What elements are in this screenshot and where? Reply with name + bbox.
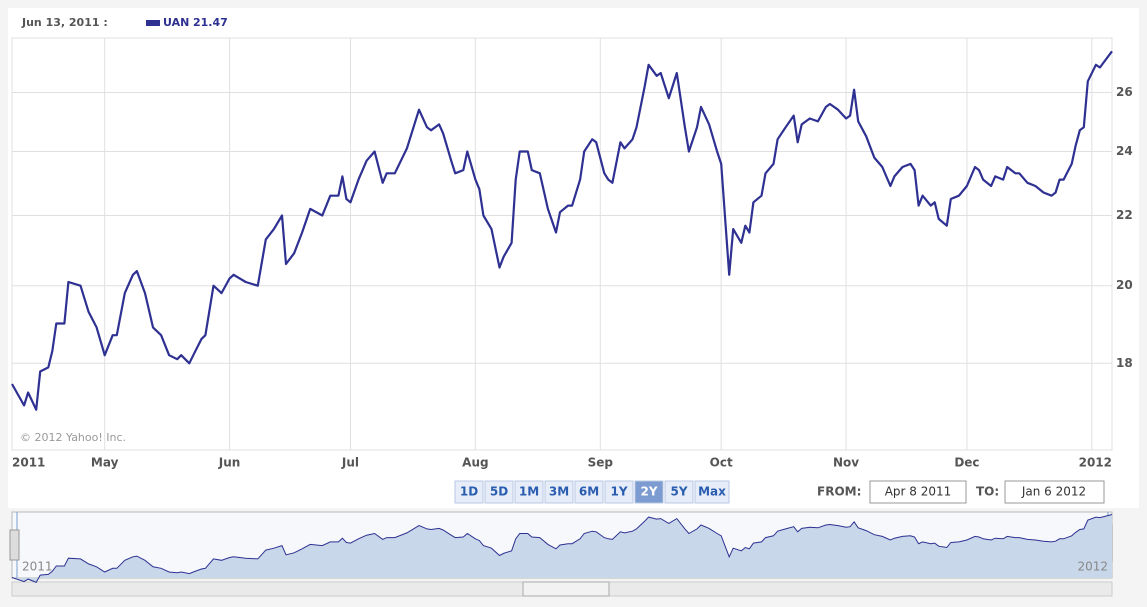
x-tick-label: Nov xyxy=(833,456,859,470)
range-button[interactable] xyxy=(544,480,574,504)
range-button[interactable] xyxy=(694,480,730,504)
range-button[interactable] xyxy=(484,480,514,504)
y-tick-label: 20 xyxy=(1116,278,1133,292)
range-button[interactable] xyxy=(574,480,604,504)
range-button[interactable] xyxy=(604,480,634,504)
range-button-label: 5Y xyxy=(670,485,687,499)
to-label: TO: xyxy=(976,485,999,499)
x-tick-label: Sep xyxy=(588,456,614,470)
to-input[interactable] xyxy=(1004,480,1105,504)
range-button-label: Max xyxy=(698,485,726,499)
x-tick-label: Jul xyxy=(341,456,359,470)
scrollbar-thumb[interactable] xyxy=(522,581,610,597)
panel xyxy=(8,8,1139,508)
range-button[interactable] xyxy=(514,480,544,504)
price-line xyxy=(11,50,1113,411)
navigator-left-handle[interactable] xyxy=(9,529,20,561)
legend-name: UAN xyxy=(163,16,189,29)
x-tick-label: Aug xyxy=(462,456,488,470)
y-tick-label: 26 xyxy=(1116,85,1133,99)
y-tick-label: 22 xyxy=(1116,208,1133,222)
legend-value: 21.47 xyxy=(193,16,228,29)
navigator-end-label: 2012 xyxy=(1077,560,1108,574)
range-button[interactable] xyxy=(664,480,694,504)
navigator-line xyxy=(11,514,1113,584)
x-tick-label: 2011 xyxy=(12,456,45,470)
from-input[interactable] xyxy=(869,480,967,504)
from-value: Apr 8 2011 xyxy=(885,485,952,499)
range-button-label: 3M xyxy=(549,485,569,499)
copyright: © 2012 Yahoo! Inc. xyxy=(20,431,126,444)
navigator-start-label: 2011 xyxy=(22,560,53,574)
x-tick-label: Dec xyxy=(954,456,979,470)
x-tick-label: 2012 xyxy=(1079,456,1112,470)
range-button[interactable] xyxy=(454,480,484,504)
x-tick-label: Jun xyxy=(218,456,241,470)
navigator-area xyxy=(12,514,1112,583)
range-button-label: 6M xyxy=(579,485,599,499)
y-tick-label: 24 xyxy=(1116,144,1133,158)
hover-date: Jun 13, 2011 : xyxy=(21,16,108,29)
to-value: Jan 6 2012 xyxy=(1021,485,1086,499)
x-tick-label: Oct xyxy=(710,456,733,470)
range-button-label: 1M xyxy=(519,485,539,499)
y-tick-label: 18 xyxy=(1116,356,1133,370)
range-button[interactable] xyxy=(634,480,664,504)
legend-swatch xyxy=(146,20,160,26)
x-tick-label: May xyxy=(91,456,119,470)
range-button-label: 5D xyxy=(490,485,508,499)
range-button-label: 1D xyxy=(460,485,478,499)
range-button-label: 1Y xyxy=(610,485,627,499)
range-button-label: 2Y xyxy=(640,485,657,499)
from-label: FROM: xyxy=(817,485,861,499)
